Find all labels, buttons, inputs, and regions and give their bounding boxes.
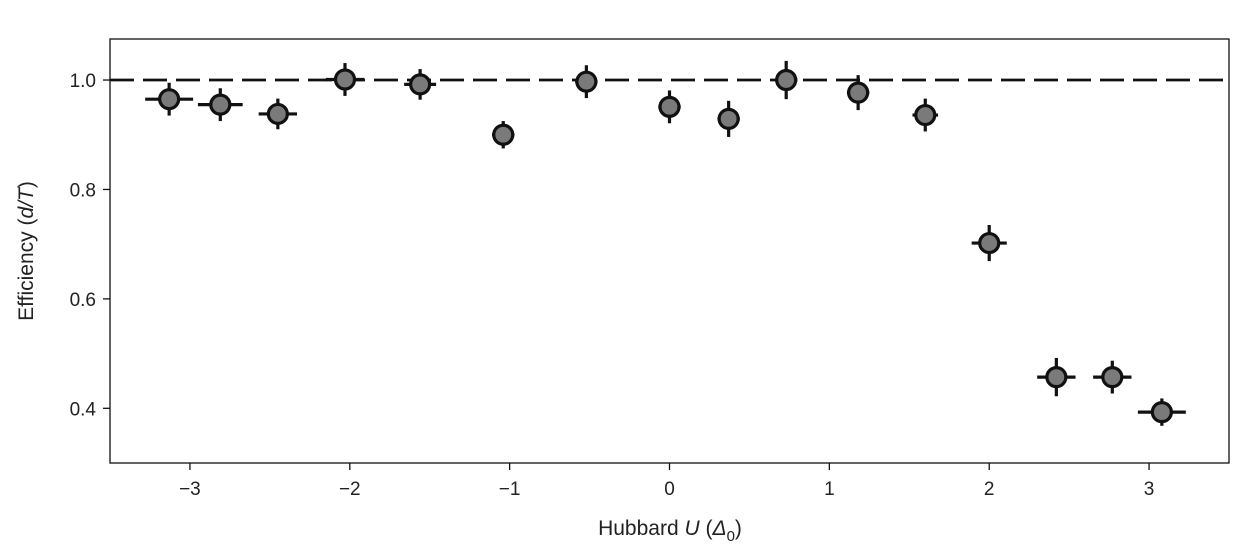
point-marker	[333, 68, 357, 91]
point-marker	[914, 103, 937, 127]
y-tick-label: 1.0	[70, 71, 96, 92]
data-points-layer	[145, 60, 1186, 426]
axis-ticks-layer: −3 −2 −1 0 1 2 3 0.4 0.6 0.8 1.0	[70, 71, 1155, 500]
point-marker	[658, 95, 681, 118]
x-tick-label: −2	[339, 479, 361, 500]
point-marker	[575, 70, 598, 93]
x-tick-label: −3	[179, 479, 201, 500]
point-marker	[158, 88, 181, 111]
data-point	[1137, 398, 1186, 426]
x-tick-label: 3	[1144, 479, 1155, 500]
data-point	[1037, 357, 1076, 397]
x-tick-label: 2	[984, 479, 995, 500]
point-marker	[266, 102, 289, 126]
y-axis-label: Efficiency (d/T)	[15, 181, 38, 321]
data-point	[912, 98, 939, 132]
x-axis-label: Hubbard U (Δ0)	[598, 517, 742, 545]
data-point	[325, 63, 365, 96]
y-tick-label: 0.8	[70, 180, 96, 201]
data-point	[971, 225, 1007, 262]
point-marker	[409, 73, 432, 96]
x-tick-label: 1	[824, 479, 835, 500]
x-tick-label: 0	[664, 479, 675, 500]
data-point	[846, 75, 870, 111]
point-marker	[1045, 366, 1068, 389]
y-tick-label: 0.6	[70, 290, 96, 311]
point-marker	[717, 107, 740, 130]
point-marker	[492, 123, 515, 146]
data-point	[575, 65, 598, 99]
point-marker	[847, 81, 870, 104]
data-point	[258, 98, 298, 130]
data-point	[658, 90, 681, 124]
point-marker	[1150, 401, 1173, 424]
data-point	[775, 60, 798, 100]
data-point	[404, 69, 437, 100]
x-tick-label: −1	[499, 479, 521, 500]
point-marker	[209, 93, 232, 116]
data-point	[1093, 360, 1132, 394]
point-marker	[1101, 366, 1124, 389]
point-marker	[978, 231, 1001, 255]
y-tick-label: 0.4	[70, 399, 97, 420]
data-point	[492, 121, 515, 149]
data-point	[717, 100, 740, 137]
data-point	[145, 82, 194, 116]
point-marker	[775, 68, 798, 92]
data-point	[197, 88, 243, 122]
